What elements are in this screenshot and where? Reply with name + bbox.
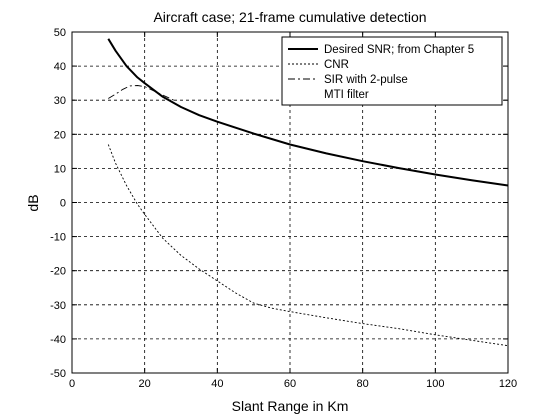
series-layer <box>107 38 509 347</box>
x-tick-label: 40 <box>211 378 223 390</box>
legend-label-3-line2: MTI filter <box>324 89 369 101</box>
y-tick-label: 10 <box>54 163 66 175</box>
series-line-1 <box>107 38 509 187</box>
y-tick-label: 50 <box>54 27 66 39</box>
y-tick-label: -50 <box>50 368 66 380</box>
legend-label-3: SIR with 2-pulse <box>324 74 408 86</box>
y-tick-label: -40 <box>50 334 66 346</box>
series-line-2 <box>107 144 509 347</box>
y-tick-label: -20 <box>50 266 66 278</box>
axis-ticks: 0 20 40 60 80 100 120 -50 -40 -30 -20 -10 0 10 20 30 40 5… <box>50 27 517 390</box>
y-axis-label: dB <box>25 194 41 211</box>
legend: Desired SNR; from Chapter 5 CNR SIR with 2… <box>281 36 503 106</box>
y-tick-label: 40 <box>54 61 66 73</box>
y-tick-label: 30 <box>54 95 66 107</box>
x-axis-label: Slant Range in Km <box>232 398 349 414</box>
x-tick-label: 20 <box>139 378 151 390</box>
series-line-3 <box>108 85 174 101</box>
legend-label-2: CNR <box>324 59 349 71</box>
chart-title: Aircraft case; 21-frame cumulative detec… <box>153 9 426 25</box>
y-tick-label: 20 <box>54 129 66 141</box>
y-tick-label: -30 <box>50 300 66 312</box>
x-tick-label: 100 <box>426 378 444 390</box>
y-tick-label: 0 <box>60 198 66 210</box>
x-tick-label: 80 <box>357 378 369 390</box>
legend-label-1: Desired SNR; from Chapter 5 <box>324 44 474 56</box>
x-tick-label: 120 <box>499 378 517 390</box>
x-tick-label: 60 <box>284 378 296 390</box>
x-tick-label: 0 <box>69 378 75 390</box>
y-tick-label: -10 <box>50 232 66 244</box>
legend-box <box>281 36 503 106</box>
